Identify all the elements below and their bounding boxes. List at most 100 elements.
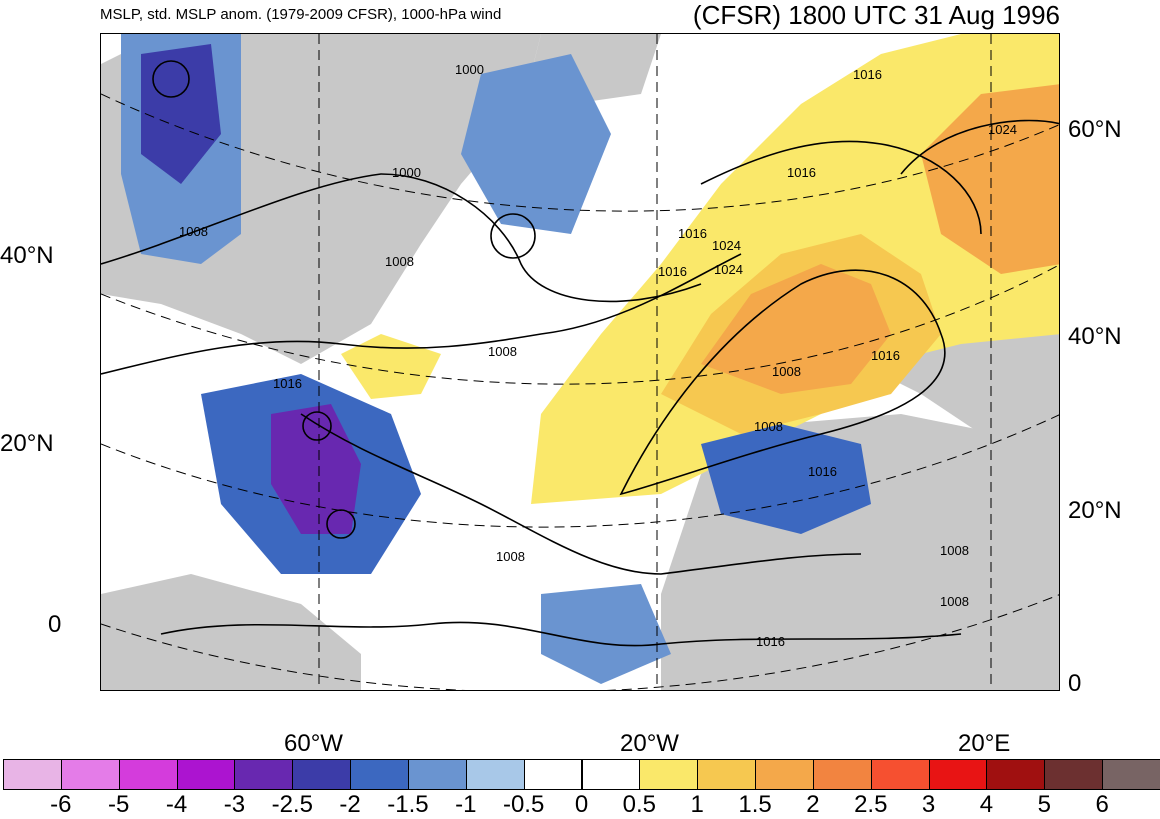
colorbar-tick-label: -6: [50, 791, 72, 818]
positive-anomaly-shading: [341, 34, 1059, 504]
colorbar-swatch: [118, 759, 178, 790]
colorbar-swatch: [870, 759, 930, 790]
contour-label: 1024: [712, 238, 741, 253]
map-canvas: [101, 34, 1059, 690]
colorbar-swatch: [1102, 759, 1160, 790]
anomaly-region-positive-3: [701, 264, 891, 394]
contour-label: 1008: [179, 224, 208, 239]
colorbar-tick-label: 5: [1037, 791, 1051, 818]
colorbar-tick-label: 1: [690, 791, 704, 818]
low-center-2: [326, 509, 356, 539]
graticule: [101, 34, 1059, 690]
colorbar-tick-label: 2: [806, 791, 820, 818]
parallel-60n: [101, 93, 1059, 212]
lat-label-left: 20°N: [0, 430, 54, 457]
lon-label: 20°E: [958, 730, 1011, 757]
colorbar-tick-label: -2: [339, 791, 361, 818]
isobar-1: [101, 173, 702, 303]
colorbar-swatch: [350, 759, 409, 790]
colorbar-tick-label: -1: [455, 791, 477, 818]
lat-label-left: 40°N: [0, 242, 54, 269]
contour-label: 1016: [273, 376, 302, 391]
colorbar-swatch: [234, 759, 294, 790]
contour-label: 1016: [871, 348, 900, 363]
colorbar-swatch: [465, 759, 525, 790]
colorbar-tick-label: 6: [1095, 791, 1109, 818]
south-america-land: [101, 574, 361, 690]
parallel-20n: [101, 414, 1059, 528]
anomaly-region-negative-2: [141, 44, 221, 184]
colorbar-swatch: [639, 759, 699, 790]
colorbar-swatch: [581, 759, 641, 790]
anomaly-region-negative-3: [461, 54, 611, 234]
anomaly-region-positive-4: [921, 84, 1059, 274]
low-center-1: [302, 411, 332, 441]
low-center-3: [152, 60, 190, 98]
colorbar-tick-label: -4: [165, 791, 188, 818]
colorbar-swatch: [60, 759, 120, 790]
parallel-0: [101, 594, 1059, 690]
contour-label: 1008: [496, 549, 525, 564]
contour-label: 1008: [488, 344, 517, 359]
isobar-2: [101, 253, 742, 375]
colorbar-tick-label: -5: [108, 791, 130, 818]
lon-label: 60°W: [284, 730, 343, 757]
colorbar-tick-label: -0.5: [502, 791, 545, 818]
colorbar-tick-label: 0.5: [622, 791, 657, 818]
contour-label: 1016: [756, 634, 785, 649]
colorbar-tick-label: -3: [223, 791, 246, 818]
anomaly-region-positive-5: [341, 334, 441, 399]
contour-label: 1024: [988, 122, 1017, 137]
colorbar-swatch: [292, 759, 352, 790]
lat-label-right: 20°N: [1068, 497, 1122, 524]
contour-label: 1016: [787, 165, 816, 180]
colorbar-tick-label: 4: [979, 791, 994, 818]
mslp-contours: [101, 60, 1059, 647]
anomaly-colorbar: [3, 759, 1160, 792]
contour-label: 1016: [853, 67, 882, 82]
colorbar-swatch: [407, 759, 467, 790]
lon-label: 20°W: [620, 730, 679, 757]
anomaly-region-negative-6: [701, 424, 871, 534]
colorbar-tick-label: 0: [574, 791, 589, 818]
colorbar-tick-label: 2.5: [854, 791, 888, 818]
colorbar-swatch: [986, 759, 1046, 790]
low-center-4: [490, 213, 536, 259]
contour-label: 1016: [658, 264, 687, 279]
lat-label-left: 0: [48, 611, 62, 638]
colorbar-swatch: [812, 759, 872, 790]
colorbar-swatch: [176, 759, 236, 790]
isobar-3: [300, 413, 862, 575]
isobar-6: [900, 119, 1059, 175]
plot-title-right: (CFSR) 1800 UTC 31 Aug 1996: [692, 0, 1060, 30]
contour-label: 1008: [754, 419, 783, 434]
colorbar-tick-label: 1.5: [738, 791, 772, 818]
plot-title-left: MSLP, std. MSLP anom. (1979-2009 CFSR), …: [100, 6, 502, 23]
map-panel: 1000 1000 1008 1008 1008 1016 1016 1024 1016 1016…: [100, 33, 1060, 691]
lat-label-right: 0: [1068, 670, 1082, 697]
contour-label: 1008: [940, 594, 969, 609]
colorbar-swatch: [928, 759, 988, 790]
colorbar-swatch: [697, 759, 757, 790]
colorbar-swatch: [3, 759, 62, 790]
colorbar-tick-label: -2.5: [271, 791, 313, 818]
contour-label: 1016: [678, 226, 707, 241]
contour-label: 1000: [455, 62, 484, 77]
contour-label: 1000: [392, 165, 421, 180]
contour-label: 1008: [940, 543, 969, 558]
lat-label-right: 60°N: [1068, 116, 1122, 143]
colorbar-swatch: [1044, 759, 1104, 790]
isobar-7: [160, 621, 962, 647]
colorbar-tick-label: 3: [921, 791, 936, 818]
contour-label: 1016: [808, 464, 837, 479]
isobar-4: [619, 269, 946, 496]
colorbar-swatch: [755, 759, 814, 790]
contour-label: 1024: [714, 262, 743, 277]
contour-label: 1008: [772, 364, 801, 379]
colorbar-tick-label: -1.5: [387, 791, 429, 818]
lat-label-right: 40°N: [1068, 323, 1122, 350]
isobar-5: [700, 140, 982, 235]
colorbar-swatch: [523, 759, 583, 790]
anomaly-region-negative-7: [541, 584, 671, 684]
contour-label: 1008: [385, 254, 414, 269]
